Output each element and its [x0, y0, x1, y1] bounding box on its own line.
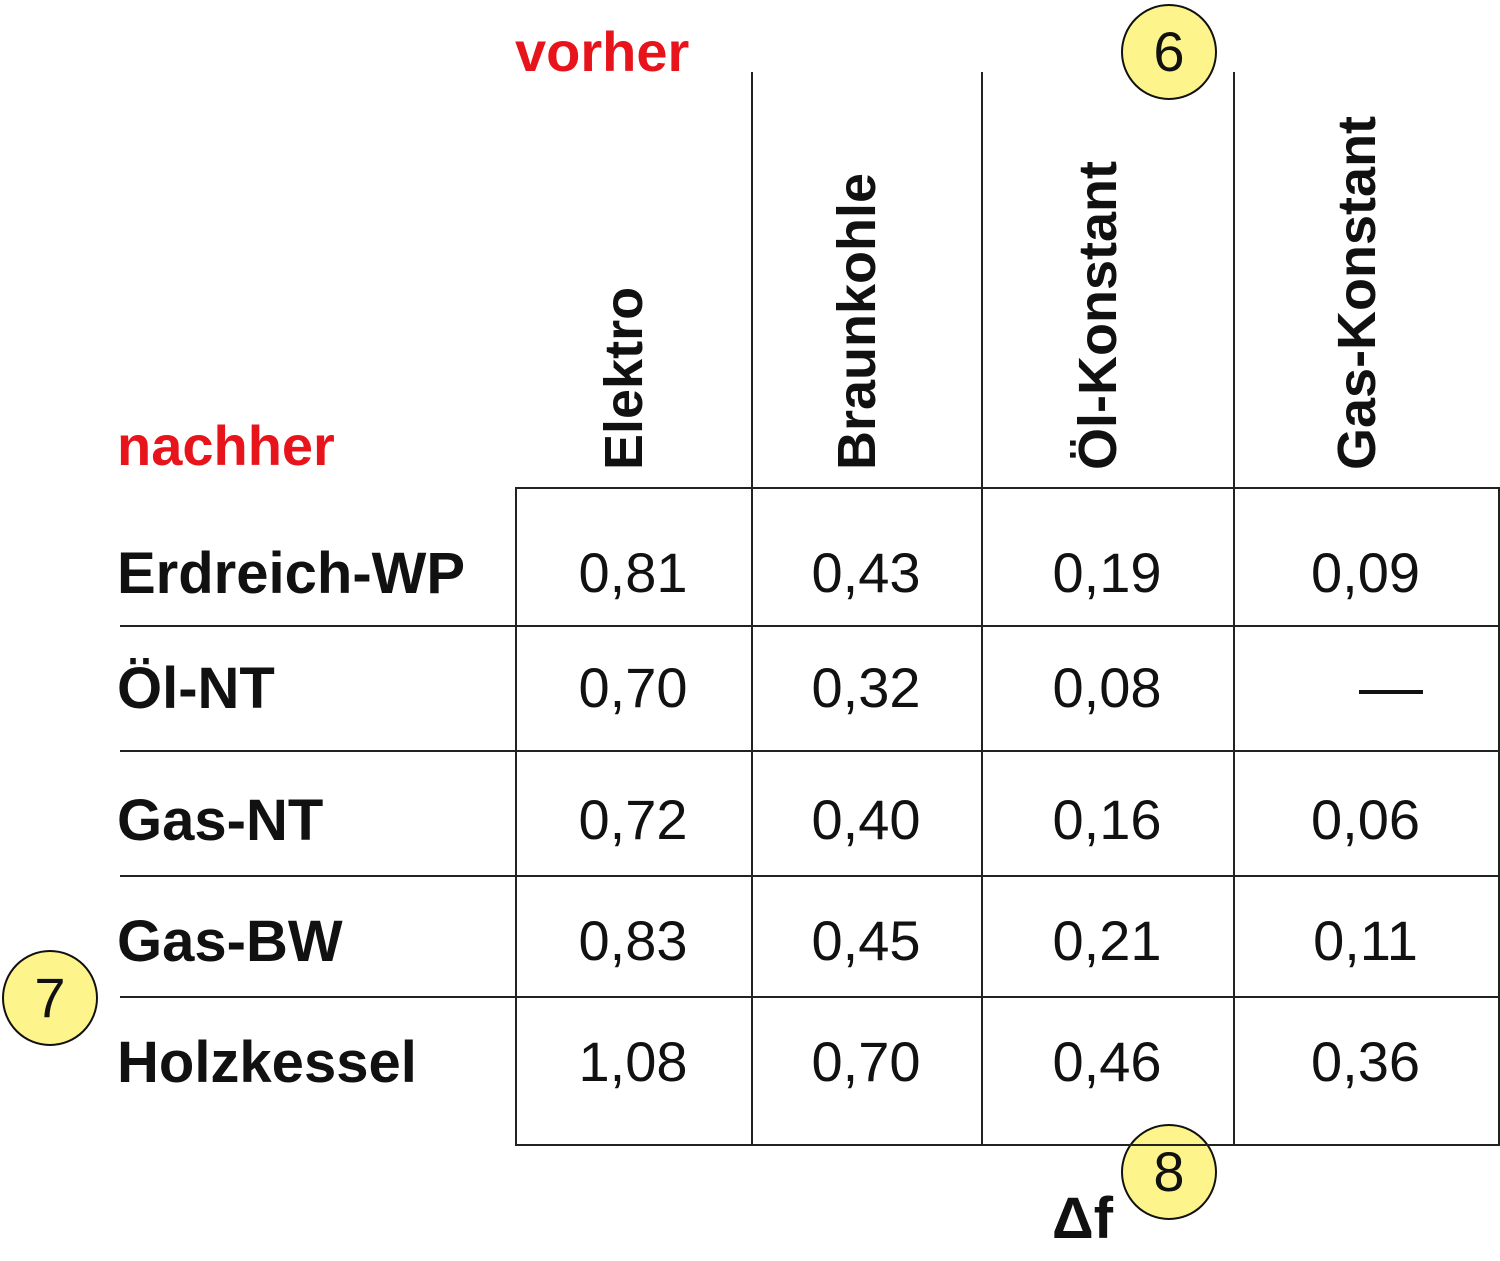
row-header: Gas-BW [117, 909, 343, 974]
marker-7: 7 [2, 950, 98, 1046]
row-header: Holzkessel [117, 1030, 417, 1095]
table-cell: 0,08 [1052, 656, 1162, 719]
marker-6: 6 [1121, 4, 1217, 100]
table-cell: 0,70 [811, 1030, 921, 1093]
table-cell: 1,08 [578, 1030, 688, 1093]
empty-cell-dash [1358, 690, 1423, 694]
table-cell: 0,09 [1311, 541, 1420, 604]
table-cell: 0,21 [1052, 909, 1162, 972]
table-cell: 0,81 [578, 541, 688, 604]
table-cell: 0,11 [1313, 909, 1418, 972]
row-header: Gas-NT [117, 788, 324, 853]
table-cell: 0,70 [578, 656, 688, 719]
row-divider [120, 750, 1498, 752]
column-divider [751, 72, 753, 1144]
table-cell: 0,06 [1311, 788, 1420, 851]
row-header: Öl-NT [117, 656, 275, 721]
delta-f-label: Δf [1052, 1186, 1114, 1251]
table-cell: 0,45 [811, 909, 921, 972]
column-header: Elektro [594, 286, 654, 470]
table-cell: 0,72 [578, 788, 688, 851]
table-cell: 0,46 [1052, 1030, 1162, 1093]
table-cell: 0,83 [578, 909, 688, 972]
table-cell: 0,32 [811, 656, 921, 719]
row-header: Erdreich-WP [117, 541, 466, 606]
row-divider [120, 996, 1498, 998]
column-divider [1233, 72, 1235, 1144]
table-cell: 0,40 [811, 788, 921, 851]
column-header: Öl-Konstant [1068, 161, 1128, 470]
table-border [515, 487, 1500, 1146]
table-cell: 0,16 [1052, 788, 1162, 851]
before-label: vorher [515, 20, 690, 83]
marker-8: 8 [1121, 1124, 1217, 1220]
table-cell: 0,43 [811, 541, 921, 604]
after-label: nachher [117, 414, 335, 477]
column-header: Braunkohle [827, 172, 887, 470]
table-cell: 0,36 [1311, 1030, 1420, 1093]
row-divider [120, 625, 1498, 627]
column-divider [981, 72, 983, 1144]
table-cell: 0,19 [1052, 541, 1162, 604]
row-divider [120, 875, 1498, 877]
column-header: Gas-Konstant [1326, 115, 1387, 470]
